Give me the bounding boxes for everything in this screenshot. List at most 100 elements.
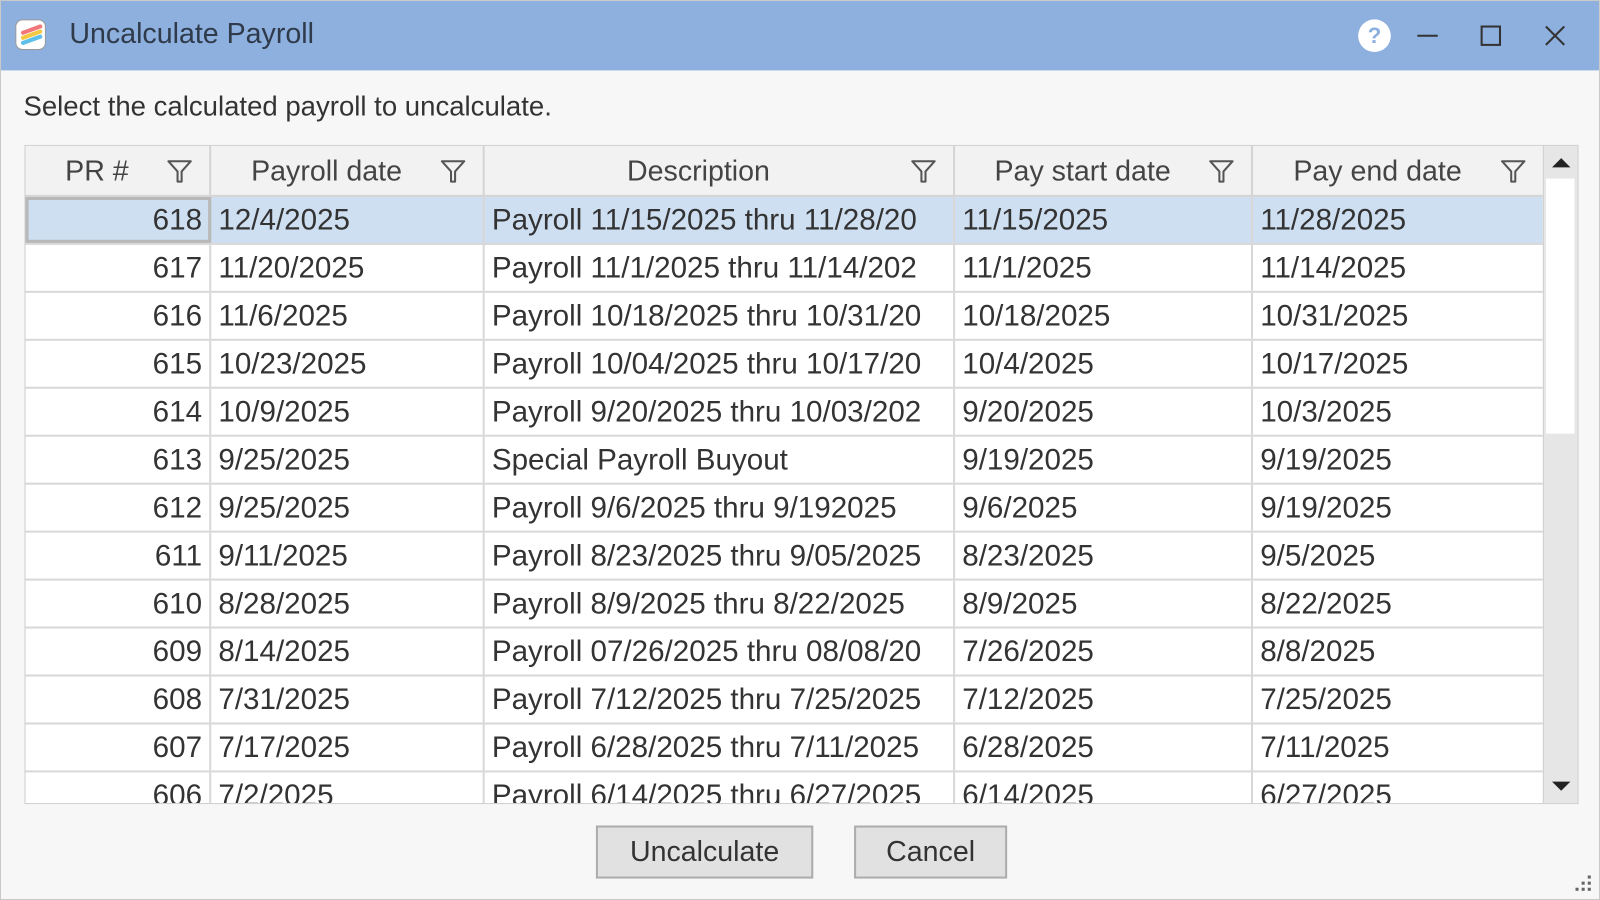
cell-start: 6/14/2025: [955, 772, 1254, 804]
cell-payroll-date: 7/2/2025: [211, 772, 485, 804]
cell-start: 10/4/2025: [955, 340, 1254, 387]
minimize-button[interactable]: [1407, 15, 1448, 56]
cell-description: Payroll 07/26/2025 thru 08/08/20: [485, 628, 956, 675]
cell-description: Payroll 10/04/2025 thru 10/17/20: [485, 340, 956, 387]
filter-icon[interactable]: [1208, 158, 1235, 185]
cell-description: Payroll 9/20/2025 thru 10/03/202: [485, 388, 956, 435]
table-row[interactable]: 611 9/11/2025 Payroll 8/23/2025 thru 9/05/…: [25, 532, 1543, 581]
minimize-icon: [1417, 34, 1438, 37]
filter-icon[interactable]: [166, 158, 193, 185]
cell-start: 7/26/2025: [955, 628, 1254, 675]
cell-description: Payroll 9/6/2025 thru 9/192025: [485, 484, 956, 531]
table-row[interactable]: 615 10/23/2025 Payroll 10/04/2025 thru 10/…: [25, 340, 1543, 389]
table-row[interactable]: 607 7/17/2025 Payroll 6/28/2025 thru 7/11/…: [25, 724, 1543, 773]
column-header-label: Pay start date: [994, 155, 1171, 187]
column-header-label: Pay end date: [1293, 155, 1462, 187]
resize-grip-icon[interactable]: [1572, 872, 1592, 892]
app-logo-icon: [15, 19, 46, 50]
cell-start: 9/20/2025: [955, 388, 1254, 435]
column-header-label: Payroll date: [251, 155, 402, 187]
cell-pr: 606: [26, 772, 212, 804]
cell-description: Payroll 6/28/2025 thru 7/11/2025: [485, 724, 956, 771]
cell-end: 9/19/2025: [1260, 491, 1392, 525]
cell-payroll-date: 7/17/2025: [211, 724, 485, 771]
column-header-label: PR #: [65, 155, 129, 187]
column-header-payroll-date[interactable]: Payroll date: [211, 145, 485, 195]
cell-payroll-date: 8/14/2025: [211, 628, 485, 675]
cell-payroll-date: 11/6/2025: [211, 292, 485, 339]
column-header-start[interactable]: Pay start date: [955, 145, 1254, 195]
table-row[interactable]: 616 11/6/2025 Payroll 10/18/2025 thru 10/3…: [25, 292, 1543, 341]
cell-pr: 618: [25, 196, 212, 243]
cell-end: 11/14/2025: [1260, 252, 1407, 285]
cell-description: Payroll 7/12/2025 thru 7/25/2025: [485, 676, 956, 723]
cell-start: 11/1/2025: [955, 244, 1254, 291]
cell-payroll-date: 7/31/2025: [211, 676, 485, 723]
cell-end: 11/28/2025: [1260, 204, 1407, 237]
column-header-end[interactable]: Pay end date: [1253, 146, 1543, 195]
column-header-description[interactable]: Description: [485, 145, 956, 195]
cell-start: 6/28/2025: [955, 724, 1254, 771]
cell-description: Payroll 11/1/2025 thru 11/14/202: [485, 244, 956, 291]
window-title: Uncalculate Payroll: [69, 17, 314, 49]
cell-pr: 610: [26, 580, 212, 627]
table-row[interactable]: 612 9/25/2025 Payroll 9/6/2025 thru 9/1920…: [25, 484, 1543, 533]
cell-end: 10/3/2025: [1260, 395, 1392, 429]
cell-start: 8/23/2025: [955, 532, 1254, 579]
cell-end: 10/31/2025: [1260, 299, 1409, 333]
cell-pr: 608: [26, 676, 212, 723]
table-row[interactable]: 617 11/20/2025 Payroll 11/1/2025 thru 11/1…: [25, 244, 1543, 293]
cell-start: 9/19/2025: [955, 436, 1254, 483]
cell-pr: 609: [26, 628, 212, 675]
payroll-grid[interactable]: PR # Payroll date Description Pay start dat…: [24, 144, 1579, 805]
cell-start: 9/6/2025: [955, 484, 1254, 531]
cell-payroll-date: 8/28/2025: [211, 580, 485, 627]
table-row[interactable]: 618 12/4/2025 Payroll 11/15/2025 thru 11/2…: [25, 196, 1543, 245]
maximize-button[interactable]: [1470, 15, 1511, 56]
table-row[interactable]: 613 9/25/2025 Special Payroll Buyout 9/19/2…: [25, 436, 1543, 485]
close-icon: [1545, 25, 1565, 46]
cell-payroll-date: 9/25/2025: [211, 436, 485, 483]
cell-payroll-date: 9/25/2025: [211, 484, 485, 531]
cell-pr: 612: [26, 484, 212, 531]
scroll-up-icon[interactable]: [1552, 158, 1571, 168]
scrollbar-thumb[interactable]: [1545, 178, 1575, 434]
instruction-text: Select the calculated payroll to uncalcu…: [23, 90, 552, 122]
table-row[interactable]: 610 8/28/2025 Payroll 8/9/2025 thru 8/22/2…: [25, 580, 1543, 629]
table-row[interactable]: 609 8/14/2025 Payroll 07/26/2025 thru 08/0…: [25, 628, 1543, 677]
cell-end: 7/11/2025: [1260, 731, 1390, 765]
cell-end: 9/5/2025: [1260, 539, 1376, 573]
cell-description: Payroll 11/15/2025 thru 11/28/20: [485, 196, 956, 243]
table-row[interactable]: 614 10/9/2025 Payroll 9/20/2025 thru 10/03…: [25, 388, 1543, 437]
cell-start: 7/12/2025: [955, 676, 1254, 723]
cell-pr: 616: [26, 292, 212, 339]
cell-payroll-date: 10/9/2025: [211, 388, 485, 435]
title-bar[interactable]: Uncalculate Payroll ?: [1, 1, 1599, 71]
cell-pr: 615: [26, 340, 212, 387]
vertical-scrollbar[interactable]: [1542, 145, 1578, 804]
table-row[interactable]: 608 7/31/2025 Payroll 7/12/2025 thru 7/25/…: [25, 676, 1543, 725]
scroll-down-icon[interactable]: [1552, 781, 1571, 791]
filter-icon[interactable]: [440, 158, 467, 185]
uncalculate-button[interactable]: Uncalculate: [595, 825, 814, 879]
cell-start: 11/15/2025: [955, 196, 1254, 243]
close-button[interactable]: [1535, 15, 1576, 56]
cell-pr: 617: [26, 244, 212, 291]
table-row[interactable]: 606 7/2/2025 Payroll 6/14/2025 thru 6/27/2…: [26, 772, 1543, 804]
cell-payroll-date: 11/20/2025: [211, 244, 485, 291]
filter-icon[interactable]: [1500, 158, 1527, 185]
cell-end: 8/8/2025: [1260, 635, 1376, 669]
cancel-button[interactable]: Cancel: [854, 825, 1008, 879]
cell-pr: 613: [26, 436, 212, 483]
cell-payroll-date: 10/23/2025: [211, 340, 485, 387]
cell-pr: 611: [26, 532, 212, 579]
help-icon: ?: [1358, 19, 1391, 53]
cell-end: 7/25/2025: [1260, 683, 1392, 717]
column-header-pr[interactable]: PR #: [26, 145, 212, 195]
cell-description: Payroll 8/23/2025 thru 9/05/2025: [485, 532, 956, 579]
filter-icon[interactable]: [910, 158, 937, 185]
cell-end: 6/27/2025: [1260, 779, 1392, 805]
cell-description: Payroll 6/14/2025 thru 6/27/2025: [485, 772, 956, 804]
help-button[interactable]: ?: [1354, 15, 1395, 56]
